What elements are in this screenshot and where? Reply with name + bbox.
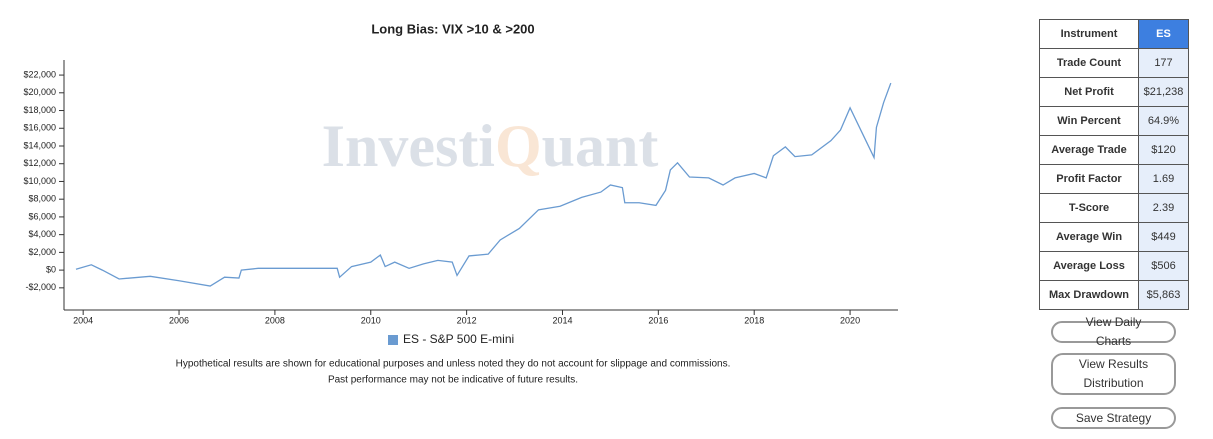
watermark-part: Q: [495, 113, 542, 179]
watermark-part: Investi: [322, 113, 495, 179]
x-tick-label: 2010: [361, 315, 381, 325]
disclaimer: Hypothetical results are shown for educa…: [176, 359, 731, 370]
chart: Long Bias: VIX >10 & >200 InvestiQuant H…: [23, 21, 898, 386]
y-tick-label: $14,000: [23, 140, 56, 150]
y-tick-label: $20,000: [23, 87, 56, 97]
y-tick-label: $12,000: [23, 158, 56, 168]
button[interactable]: Save Strategy: [1051, 407, 1176, 429]
x-tick-label: 2014: [552, 315, 572, 325]
stat-value: $120: [1138, 135, 1189, 165]
y-tick-label: $6,000: [28, 211, 56, 221]
stat-value: $21,238: [1138, 77, 1189, 107]
y-tick-label: $4,000: [28, 229, 56, 239]
stat-label: Average Trade: [1039, 135, 1139, 165]
x-tick-label: 2020: [840, 315, 860, 325]
stat-value: 64.9%: [1138, 106, 1189, 136]
stat-value: $506: [1138, 251, 1189, 281]
y-tick-label: $16,000: [23, 123, 56, 133]
stat-value: $5,863: [1138, 280, 1189, 310]
watermark-part: uant: [542, 113, 659, 179]
y-tick-label: $0: [46, 264, 56, 274]
line-series: [75, 82, 892, 287]
legend-swatch: [388, 335, 398, 345]
stat-label: Trade Count: [1039, 48, 1139, 78]
x-tick-label: 2008: [265, 315, 285, 325]
x-tick-label: 2018: [744, 315, 764, 325]
y-tick-label: -$2,000: [25, 282, 56, 292]
stat-label: Profit Factor: [1039, 164, 1139, 194]
stat-label: Net Profit: [1039, 77, 1139, 107]
x-tick-label: 2006: [169, 315, 189, 325]
watermark: InvestiQuant: [322, 113, 659, 179]
stat-label: Average Win: [1039, 222, 1139, 252]
stat-label: Average Loss: [1039, 251, 1139, 281]
stat-value: ES: [1138, 19, 1189, 49]
legend-label: ES - S&P 500 E-mini: [403, 332, 514, 346]
stat-value: 1.69: [1138, 164, 1189, 194]
stat-value: 2.39: [1138, 193, 1189, 223]
y-tick-label: $22,000: [23, 69, 56, 79]
stat-label: Instrument: [1039, 19, 1139, 49]
y-tick-label: $10,000: [23, 176, 56, 186]
chart-title: Long Bias: VIX >10 & >200: [371, 21, 534, 36]
stat-label: Win Percent: [1039, 106, 1139, 136]
button[interactable]: View Daily Charts: [1051, 315, 1176, 348]
y-tick-label: $8,000: [28, 194, 56, 204]
disclaimer: Past performance may not be indicative o…: [328, 375, 578, 386]
y-tick-label: $2,000: [28, 247, 56, 257]
x-tick-label: 2012: [457, 315, 477, 325]
x-tick-label: 2004: [73, 315, 93, 325]
button[interactable]: View Results Distribution: [1051, 353, 1176, 395]
stat-value: $449: [1138, 222, 1189, 252]
stat-label: T-Score: [1039, 193, 1139, 223]
stat-label: Max Drawdown: [1039, 280, 1139, 310]
y-tick-label: $18,000: [23, 105, 56, 115]
stat-value: 177: [1138, 48, 1189, 78]
x-tick-label: 2016: [648, 315, 668, 325]
